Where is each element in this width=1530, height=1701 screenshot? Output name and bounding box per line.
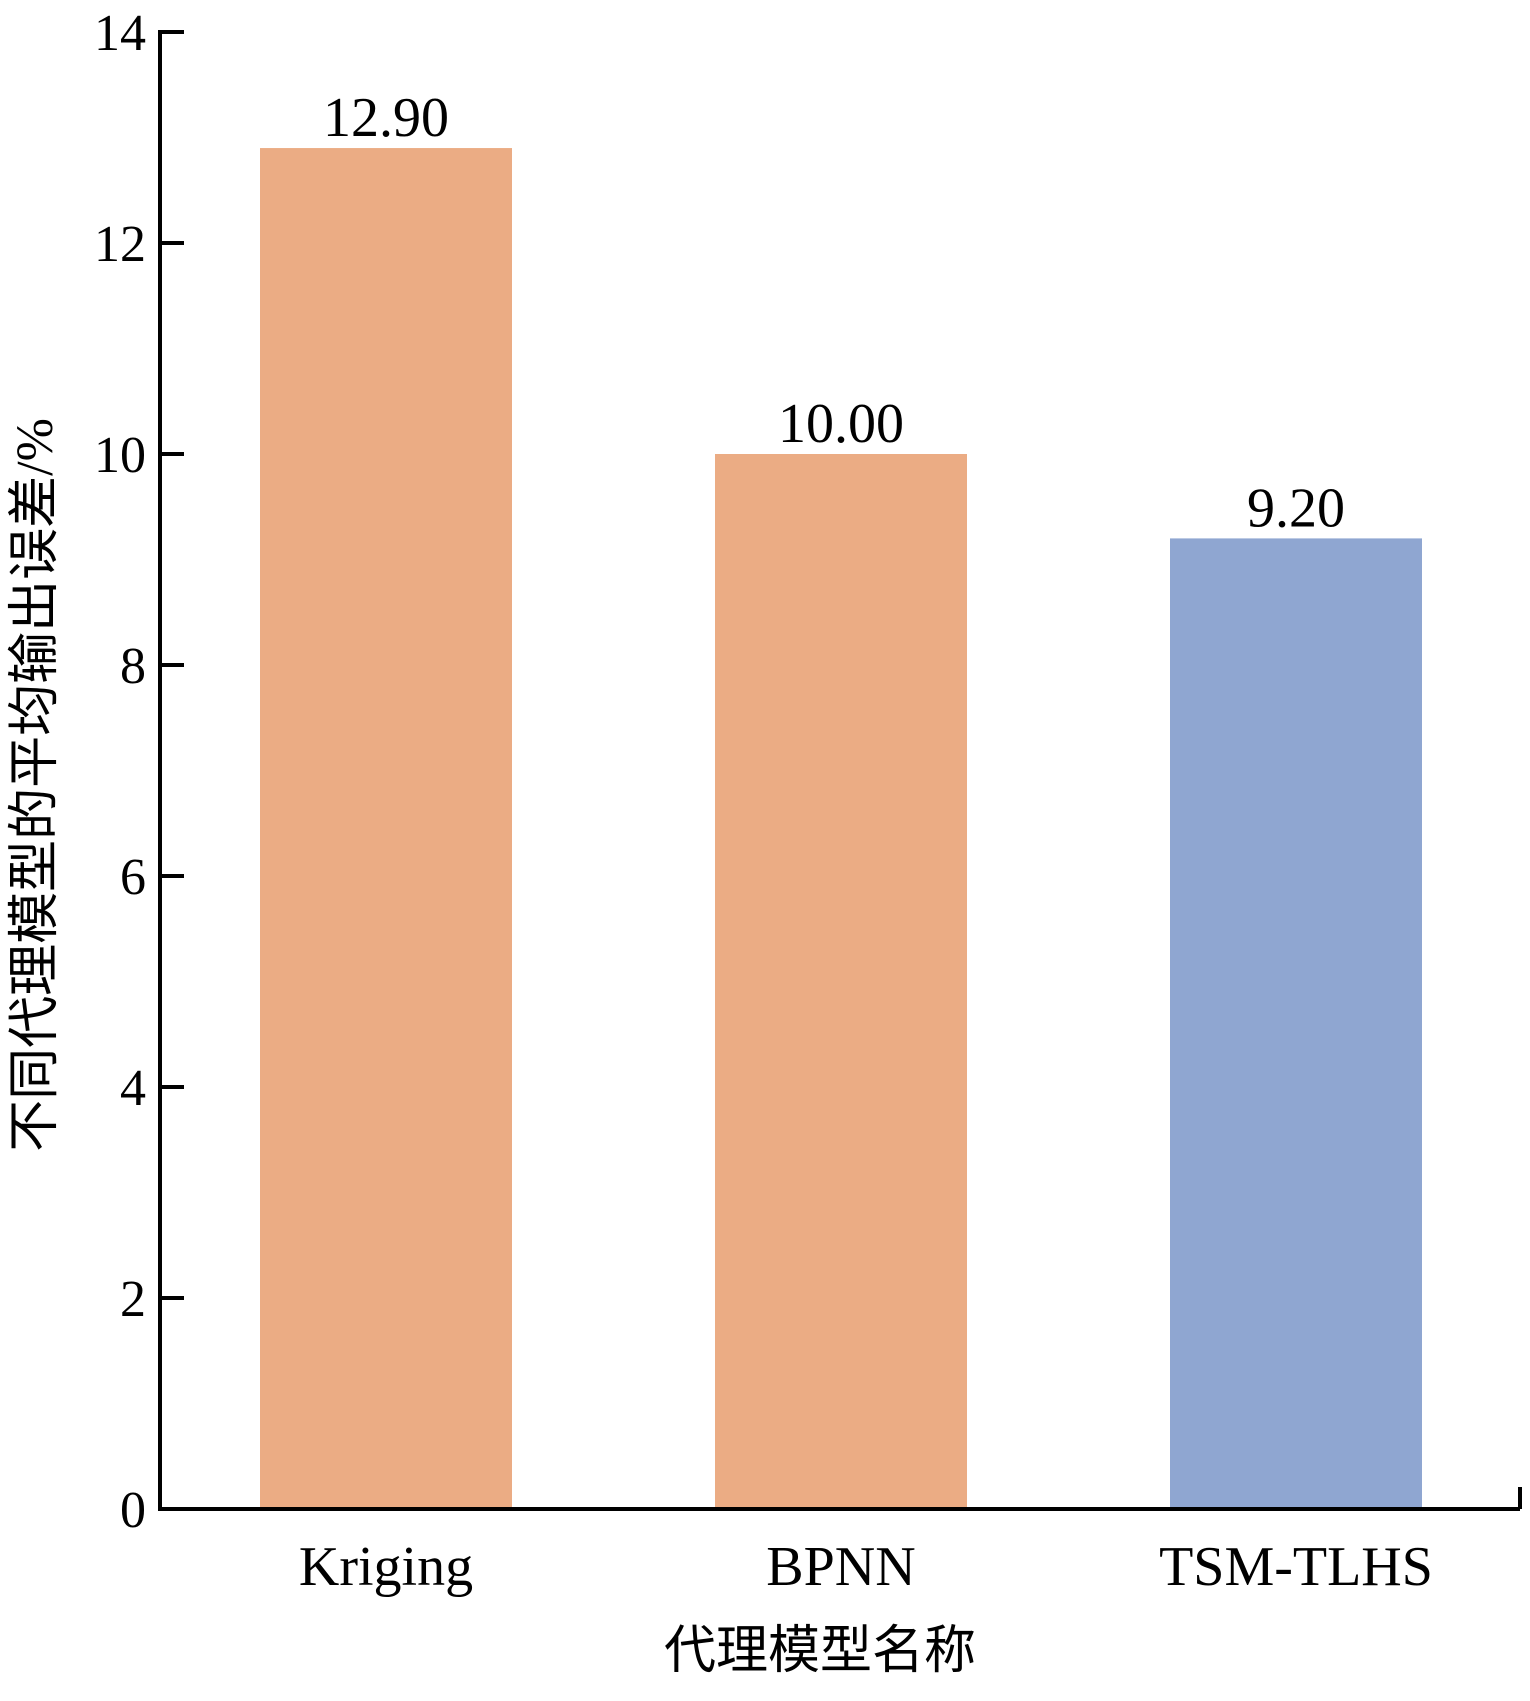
y-ticks-layer: 0 2 4 6 8 10 12 14 (94, 5, 184, 1539)
bar-bpnn (715, 454, 967, 1509)
y-axis-title: 不同代理模型的平均输出误差/% (7, 418, 64, 1152)
y-tick-label: 6 (120, 849, 146, 906)
bar-kriging (260, 148, 512, 1509)
bars-layer (260, 148, 1422, 1509)
x-tick-label: Kriging (299, 1536, 473, 1598)
labels-layer: Kriging BPNN TSM-TLHS 12.90 10.00 9.20 (299, 87, 1433, 1598)
x-tick-label: BPNN (766, 1536, 915, 1598)
y-tick-label: 14 (94, 5, 146, 62)
bar-tsm-tlhs (1170, 538, 1422, 1509)
axes-layer (158, 30, 1522, 1511)
y-tick-label: 12 (94, 216, 146, 273)
data-label: 9.20 (1247, 477, 1345, 539)
y-tick-label: 2 (120, 1271, 146, 1328)
y-tick-label: 8 (120, 638, 146, 695)
y-tick-label: 10 (94, 427, 146, 484)
x-tick-label: TSM-TLHS (1159, 1536, 1433, 1598)
data-label: 10.00 (778, 393, 904, 455)
y-tick-label: 0 (120, 1482, 146, 1539)
data-label: 12.90 (323, 87, 449, 149)
y-tick-label: 4 (120, 1060, 146, 1117)
x-axis-title: 代理模型名称 (664, 1623, 976, 1680)
